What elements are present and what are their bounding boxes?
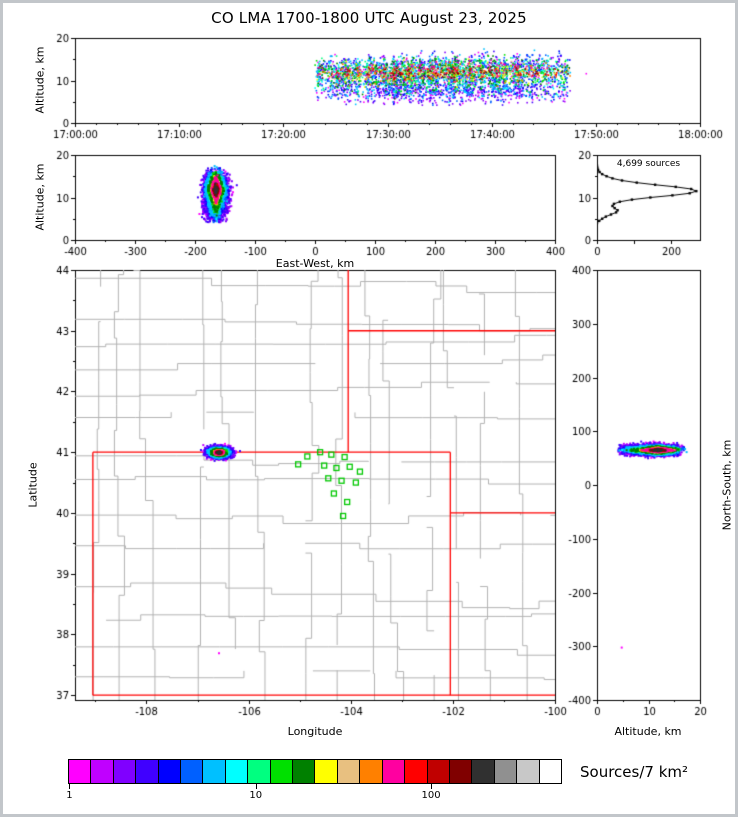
colorbar-swatch bbox=[494, 760, 518, 783]
colorbar-swatch bbox=[225, 760, 249, 783]
colorbar-label: Sources/7 km² bbox=[580, 763, 689, 781]
ns-height-x-axis-label: Altitude, km bbox=[614, 725, 682, 738]
colorbar-swatch bbox=[270, 760, 294, 783]
colorbar-tick bbox=[69, 784, 71, 789]
colorbar-tick-label: 10 bbox=[249, 790, 263, 801]
colorbar-swatch bbox=[517, 760, 540, 783]
colorbar-swatch bbox=[315, 760, 338, 783]
ns-height-y-axis-label: North-South, km bbox=[720, 439, 734, 531]
colorbar-swatch bbox=[427, 760, 450, 783]
colorbar-swatch bbox=[203, 760, 226, 783]
ew-height-x-axis-label: East-West, km bbox=[275, 257, 355, 270]
time-height-y-axis-label: Altitude, km bbox=[33, 46, 47, 114]
colorbar-swatch bbox=[136, 760, 159, 783]
plot-title: CO LMA 1700-1800 UTC August 23, 2025 bbox=[211, 9, 527, 27]
map-x-axis-label: Longitude bbox=[287, 725, 343, 738]
colorbar-swatch bbox=[360, 760, 383, 783]
map-y-axis-label: Latitude bbox=[26, 462, 40, 508]
colorbar-swatch bbox=[405, 760, 428, 783]
density-colorbar bbox=[68, 759, 562, 784]
colorbar-swatch bbox=[158, 760, 182, 783]
colorbar-swatch bbox=[539, 760, 561, 783]
colorbar-tick-label: 100 bbox=[421, 790, 441, 801]
colorbar-swatch bbox=[181, 760, 204, 783]
colorbar-swatch bbox=[293, 760, 316, 783]
colorbar-tick bbox=[431, 784, 433, 789]
colorbar-swatch bbox=[449, 760, 473, 783]
colorbar-swatch bbox=[248, 760, 271, 783]
source-count-annotation: 4,699 sources bbox=[616, 159, 681, 169]
colorbar-tick bbox=[255, 784, 257, 789]
colorbar-swatch bbox=[69, 760, 92, 783]
colorbar-swatch bbox=[382, 760, 406, 783]
ew-height-y-axis-label: Altitude, km bbox=[33, 163, 47, 231]
colorbar-swatch bbox=[113, 760, 137, 783]
colorbar-tick-label: 1 bbox=[66, 790, 73, 801]
colorbar-swatch bbox=[337, 760, 361, 783]
colorbar-swatch bbox=[472, 760, 495, 783]
colorbar-swatch bbox=[91, 760, 114, 783]
